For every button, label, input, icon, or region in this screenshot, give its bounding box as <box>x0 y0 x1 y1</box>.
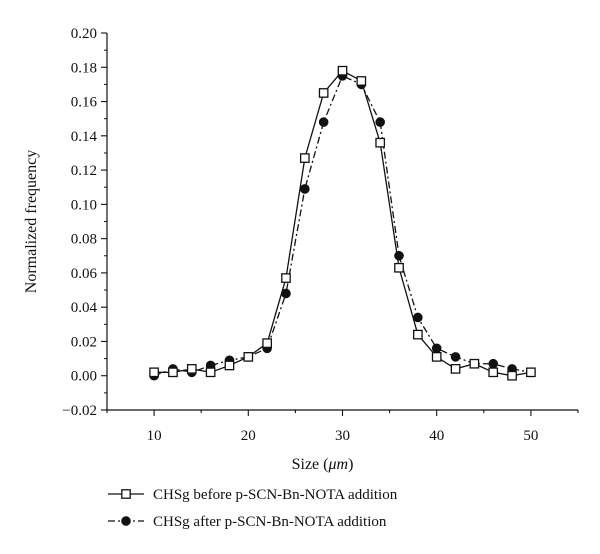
data-point <box>281 288 291 299</box>
data-point <box>431 352 442 362</box>
data-point <box>375 117 385 127</box>
data-point <box>262 338 272 349</box>
x-axis-title-unit: μm <box>327 456 348 473</box>
y-tick-label: 0.16 <box>71 95 98 111</box>
legend-label-0: CHSg before p-SCN-Bn-NOTA addition <box>153 487 398 503</box>
y-tick-label: 0.14 <box>71 129 98 145</box>
y-tick-label: 0.00 <box>71 369 97 385</box>
series-line-1 <box>153 74 532 377</box>
data-point <box>413 329 423 340</box>
y-tick-label: 0.02 <box>71 334 97 350</box>
plot-area <box>149 65 536 381</box>
data-point <box>469 358 480 369</box>
data-point <box>507 370 517 381</box>
data-point <box>337 65 348 76</box>
data-point <box>526 367 536 378</box>
data-point <box>394 250 404 261</box>
y-tick-label: 0.12 <box>71 163 97 179</box>
axes: −0.02 0.00 0.02 0.04 0.06 0.08 0.10 0.12 0.14 0.1… <box>62 26 579 444</box>
y-tick-label: 0.18 <box>71 60 97 76</box>
legend-marker-0 <box>121 489 131 499</box>
x-axis-title: Size (μm) <box>292 456 354 473</box>
x-tick-label: 50 <box>523 428 538 444</box>
data-point <box>394 262 404 273</box>
x-axis-title-prefix: Size ( <box>292 456 329 473</box>
data-point <box>375 137 386 148</box>
legend-marker-1 <box>121 516 131 526</box>
data-point <box>168 367 178 378</box>
x-tick-label: 20 <box>241 428 256 444</box>
data-point <box>431 343 442 354</box>
y-tick-label: 0.10 <box>71 197 97 213</box>
data-point <box>318 117 329 127</box>
data-point <box>243 352 254 362</box>
y-axis-title: Normalized frequency <box>23 150 40 293</box>
y-tick-label: 0.04 <box>71 300 98 316</box>
x-axis-title-suffix: ) <box>348 456 353 473</box>
legend-label-1: CHSg after p-SCN-Bn-NOTA addition <box>153 514 387 530</box>
x-tick-label: 10 <box>147 428 162 444</box>
y-tick-label: 0.08 <box>71 232 97 248</box>
y-tick-label: 0.06 <box>71 266 98 282</box>
data-point <box>299 153 310 163</box>
data-point <box>149 367 159 378</box>
data-point <box>450 364 461 374</box>
data-point <box>281 273 291 283</box>
data-point <box>186 364 197 374</box>
y-tick-label: −0.02 <box>62 403 97 419</box>
x-tick-label: 30 <box>335 428 350 444</box>
data-point <box>300 184 310 194</box>
data-point <box>356 76 367 86</box>
data-point <box>318 88 329 98</box>
data-point <box>450 352 461 362</box>
data-point <box>413 312 423 323</box>
data-point <box>224 360 235 371</box>
legend: CHSg before p-SCN-Bn-NOTA addition CHSg a… <box>108 487 398 530</box>
data-point <box>205 367 216 378</box>
data-point <box>488 367 499 378</box>
y-tick-label: 0.20 <box>71 26 97 42</box>
data-point <box>488 358 499 369</box>
x-tick-label: 40 <box>429 428 444 444</box>
